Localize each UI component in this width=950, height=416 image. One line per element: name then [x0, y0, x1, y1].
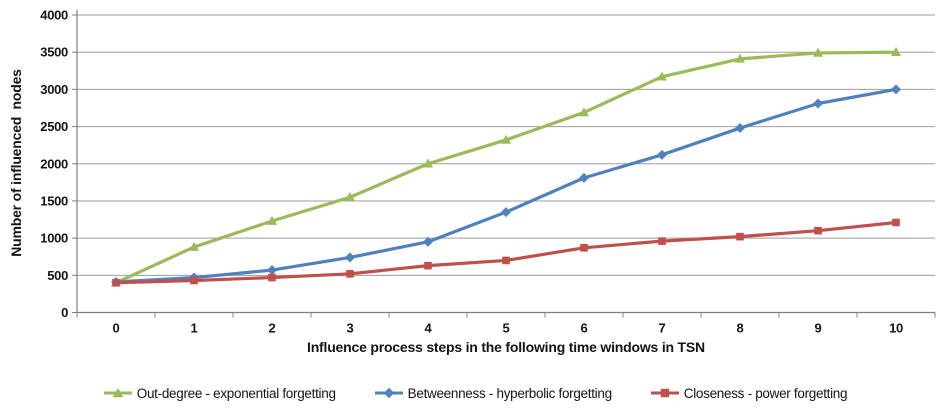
- marker-diamond: [579, 172, 589, 183]
- marker-square: [112, 278, 120, 287]
- x-tick-label: 7: [659, 321, 666, 336]
- marker-diamond: [657, 149, 667, 160]
- y-tick-label: 3000: [40, 82, 68, 97]
- marker-square: [736, 232, 744, 241]
- marker-triangle: [579, 107, 589, 117]
- x-tick-label: 3: [347, 321, 354, 336]
- chart-svg: 0 500 1000 1500 2000 2500 3000 3500 4000 0 1 2 3 4 5 6 7…: [40, 8, 936, 336]
- series-line-0: [114, 50, 898, 285]
- marker-triangle: [891, 46, 901, 56]
- marker-diamond: [267, 265, 277, 276]
- y-tick-label: 1500: [40, 193, 68, 208]
- marker-diamond: [345, 252, 355, 263]
- x-tick-label: 5: [503, 321, 510, 336]
- x-tick-label: 10: [889, 321, 903, 336]
- x-tick-label: 2: [269, 321, 276, 336]
- marker-square: [658, 237, 666, 245]
- marker-square: [346, 270, 354, 278]
- legend: Out-degree - exponential forgetting Betw…: [0, 382, 950, 404]
- x-axis-title: Influence process steps in the following…: [307, 339, 705, 355]
- x-tick-label: 9: [815, 321, 822, 336]
- marker-triangle: [267, 215, 277, 225]
- legend-label-betweenness: Betweenness - hyperbolic forgetting: [407, 385, 612, 401]
- marker-triangle: [735, 53, 745, 63]
- marker-square: [424, 261, 432, 270]
- y-tick-label: 3500: [40, 45, 68, 60]
- legend-entry-outdegree: Out-degree - exponential forgetting: [103, 386, 336, 401]
- marker-square: [190, 276, 198, 285]
- marker-diamond: [735, 123, 745, 134]
- y-tick-label: 2500: [40, 119, 68, 134]
- y-tick-label: 2000: [40, 156, 68, 171]
- series-line-1: [114, 87, 898, 284]
- y-tick-label: 1000: [40, 231, 68, 246]
- x-tick-label: 1: [191, 321, 198, 336]
- marker-square: [814, 226, 822, 235]
- x-tick-label: 6: [581, 321, 588, 336]
- x-tick-label: 8: [737, 321, 744, 336]
- marker-diamond: [891, 84, 901, 95]
- legend-marker-diamond-icon: [374, 387, 403, 399]
- marker-triangle: [813, 47, 823, 57]
- y-tick-label: 0: [61, 305, 68, 320]
- y-axis-title: Number of influenced nodes: [8, 69, 24, 257]
- legend-label-closeness: Closeness - power forgetting: [683, 385, 848, 401]
- legend-label-outdegree: Out-degree - exponential forgetting: [136, 385, 336, 401]
- legend-entry-betweenness: Betweenness - hyperbolic forgetting: [374, 386, 612, 401]
- legend-entry-closeness: Closeness - power forgetting: [650, 385, 848, 401]
- marker-square: [502, 256, 510, 265]
- marker-triangle: [345, 192, 355, 202]
- x-tick-label: 0: [113, 321, 120, 336]
- x-tick-label: 4: [425, 321, 433, 336]
- marker-diamond: [423, 236, 433, 247]
- marker-diamond: [501, 207, 511, 218]
- y-tick-label: 500: [47, 268, 68, 283]
- marker-triangle: [423, 158, 433, 168]
- marker-square: [580, 243, 588, 252]
- marker-square: [268, 273, 276, 282]
- marker-triangle: [189, 241, 199, 251]
- y-tick-label: 4000: [40, 8, 68, 23]
- marker-square: [892, 218, 900, 227]
- marker-diamond: [813, 98, 823, 109]
- legend-marker-triangle-icon: [103, 388, 132, 398]
- marker-triangle: [657, 71, 667, 81]
- legend-marker-square-icon: [650, 388, 679, 398]
- marker-triangle: [501, 134, 511, 144]
